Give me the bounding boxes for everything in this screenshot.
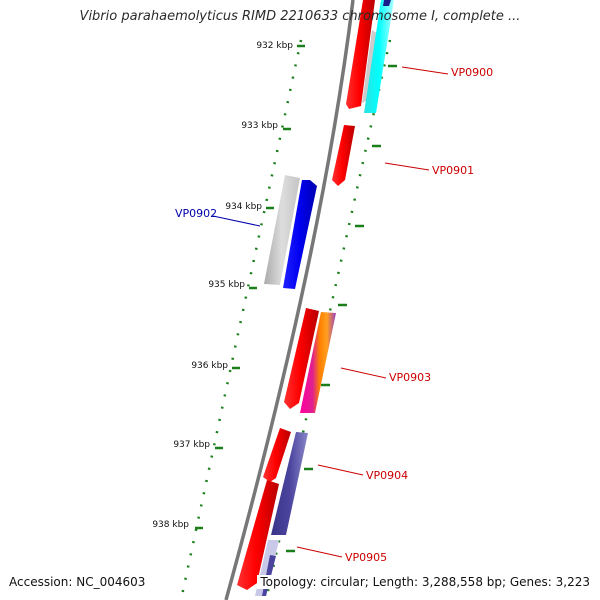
tick-mark xyxy=(249,286,347,307)
gene-label-vp0901[interactable]: VP0901 xyxy=(432,164,474,177)
label-leader-line xyxy=(212,215,261,227)
label-leader-line xyxy=(296,546,343,558)
label-leader-line xyxy=(340,367,387,379)
gene-label-vp0903[interactable]: VP0903 xyxy=(389,371,431,384)
gene-label-vp0902[interactable]: VP0902 xyxy=(175,207,217,220)
tick-mark xyxy=(283,127,381,148)
tick-mark xyxy=(297,44,397,68)
label-leader-line xyxy=(317,464,364,476)
gene-label-vp0900[interactable]: VP0900 xyxy=(451,66,493,79)
gene-feature-vp0903[interactable] xyxy=(284,308,336,413)
gene-feature-vp0902[interactable] xyxy=(264,175,317,289)
gene-label-vp0905[interactable]: VP0905 xyxy=(345,551,387,564)
gene-feature-vp0900[interactable] xyxy=(346,0,394,113)
tick-label: 938 kbp xyxy=(152,520,189,530)
map-title: Vibrio parahaemolyticus RIMD 2210633 chr… xyxy=(79,9,521,24)
tick-mark xyxy=(215,446,313,471)
label-leader-line xyxy=(401,66,449,75)
tick-label: 936 kbp xyxy=(191,361,228,371)
gene-feature-vp0901[interactable] xyxy=(332,125,355,186)
accession-text: Accession: NC_004603 xyxy=(9,575,146,589)
tick-label: 934 kbp xyxy=(225,202,262,212)
genome-summary-text: Topology: circular; Length: 3,288,558 bp… xyxy=(257,575,590,589)
gene-label-vp0904[interactable]: VP0904 xyxy=(366,469,408,482)
tick-mark xyxy=(195,526,295,553)
label-leader-line xyxy=(384,162,430,171)
genome-backbone xyxy=(224,0,355,600)
tick-label: 933 kbp xyxy=(241,121,278,131)
tick-mark xyxy=(266,206,364,228)
tick-label: 935 kbp xyxy=(208,280,245,290)
tick-label: 932 kbp xyxy=(256,41,293,51)
tick-label: 937 kbp xyxy=(173,440,210,450)
tick-mark xyxy=(232,366,330,387)
gene-feature-vp0904[interactable] xyxy=(237,428,308,590)
